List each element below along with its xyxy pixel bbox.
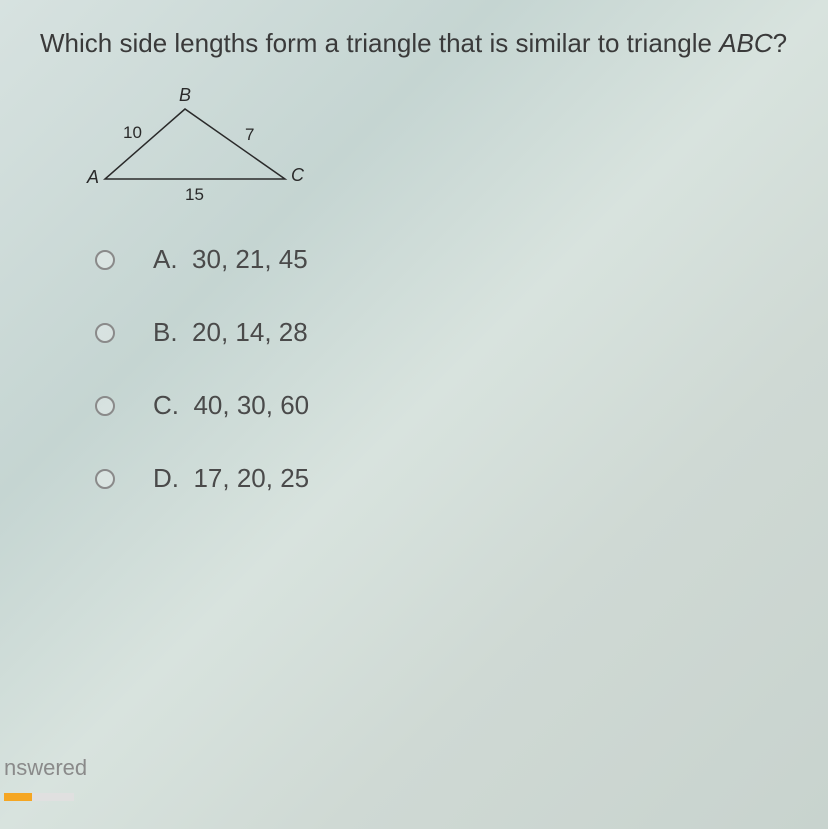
question-text: Which side lengths form a triangle that … [0, 0, 828, 69]
option-d[interactable]: D. 17, 20, 25 [95, 463, 828, 494]
side-bc: 7 [245, 125, 254, 145]
question-suffix: ? [773, 28, 787, 58]
triangle-svg [95, 99, 295, 189]
triangle-shape [105, 109, 285, 179]
option-c[interactable]: C. 40, 30, 60 [95, 390, 828, 421]
option-d-text: D. 17, 20, 25 [153, 463, 309, 494]
side-ab: 10 [123, 123, 142, 143]
progress-fill [4, 793, 32, 801]
radio-c[interactable] [95, 396, 115, 416]
side-ac: 15 [185, 185, 204, 205]
option-a[interactable]: A. 30, 21, 45 [95, 244, 828, 275]
options-list: A. 30, 21, 45 B. 20, 14, 28 C. 40, 30, 6… [95, 244, 828, 494]
option-b[interactable]: B. 20, 14, 28 [95, 317, 828, 348]
vertex-b: B [179, 85, 191, 106]
radio-a[interactable] [95, 250, 115, 270]
progress-bar [4, 793, 74, 801]
option-c-text: C. 40, 30, 60 [153, 390, 309, 421]
question-prefix: Which side lengths form a triangle that … [40, 28, 719, 58]
option-a-text: A. 30, 21, 45 [153, 244, 308, 275]
vertex-c: C [291, 165, 304, 186]
answered-status: nswered [0, 755, 87, 781]
radio-d[interactable] [95, 469, 115, 489]
radio-b[interactable] [95, 323, 115, 343]
option-b-text: B. 20, 14, 28 [153, 317, 308, 348]
vertex-a: A [87, 167, 99, 188]
question-triangle-name: ABC [719, 28, 772, 58]
triangle-diagram: B A C 10 7 15 [95, 99, 315, 219]
